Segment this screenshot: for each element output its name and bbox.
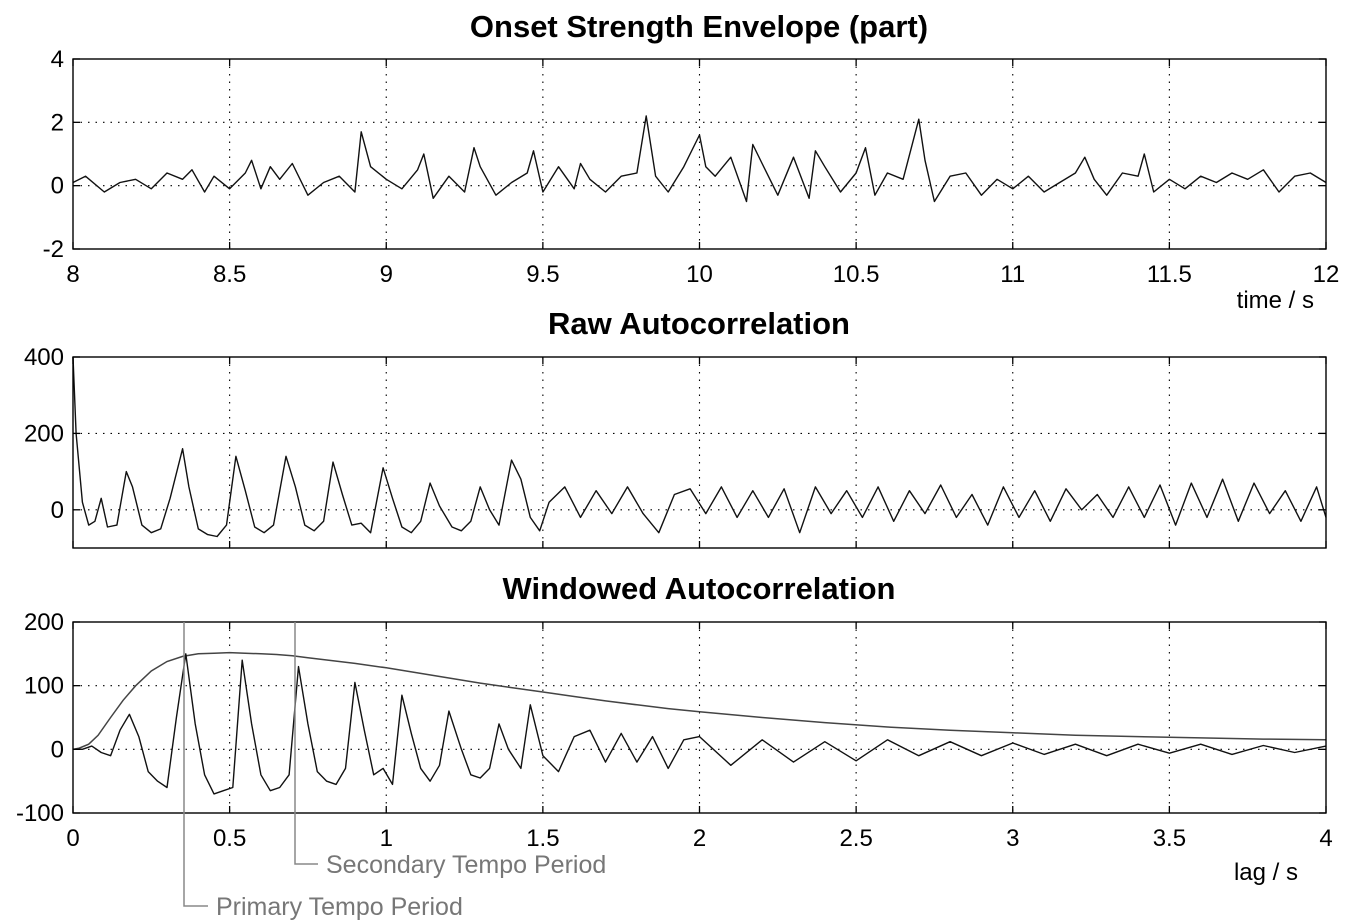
plot2-frame — [72, 356, 1327, 549]
plot1-xtick-label-3: 9.5 — [526, 261, 559, 288]
plot3-xtick-label-3: 1.5 — [526, 825, 559, 852]
plot1-xtick-label-2: 9 — [380, 261, 393, 288]
primary-tempo-annotation: Primary Tempo Period — [216, 893, 463, 921]
plot2-series-line — [72, 356, 1327, 538]
plot3-grid — [73, 622, 1326, 813]
plot-onset-envelope: Onset Strength Envelope (part) -2 0 2 4 8 8.5… — [43, 9, 1340, 314]
plot3-xlabel: lag / s — [1234, 859, 1298, 886]
plot3-xtick-label-0: 0 — [66, 825, 79, 852]
plot2-title: Raw Autocorrelation — [548, 306, 850, 341]
plot1-xtick-label-5: 10.5 — [833, 261, 880, 288]
plot1-ytick-label-1: 0 — [51, 173, 64, 200]
plot2-ytick-label-0: 0 — [51, 497, 64, 524]
plot3-ytick-label-2: 100 — [24, 673, 64, 700]
plot3-xtick-label-2: 1 — [380, 825, 393, 852]
plot3-xtick-label-5: 2.5 — [839, 825, 872, 852]
plot3-title: Windowed Autocorrelation — [503, 571, 896, 606]
plot1-series-line — [72, 115, 1327, 203]
plot1-grid — [73, 59, 1326, 249]
plot1-frame — [72, 58, 1327, 250]
plot1-xtick-label-0: 8 — [66, 261, 79, 288]
plot3-series-line — [73, 653, 1327, 795]
plot2-ytick-label-2: 400 — [24, 344, 64, 371]
plot3-xtick-label-1: 0.5 — [213, 825, 246, 852]
plot1-xtick-label-7: 11.5 — [1147, 261, 1192, 288]
plot3-xtick-label-4: 2 — [693, 825, 706, 852]
plot3-xtick-label-7: 3.5 — [1153, 825, 1186, 852]
plot1-ytick-label-0: -2 — [43, 236, 64, 263]
plot1-title: Onset Strength Envelope (part) — [470, 9, 928, 44]
plot1-xtick-label-8: 12 — [1313, 261, 1340, 288]
plot-raw-autocorrelation: Raw Autocorrelation 0 200 400 — [24, 306, 1327, 549]
primary-tempo-leader — [183, 622, 208, 907]
plot1-ytick-label-2: 2 — [51, 109, 64, 136]
plot3-xtick-label-6: 3 — [1006, 825, 1019, 852]
plot2-ticks: 0 200 400 — [24, 344, 1327, 548]
plot1-ytick-label-3: 4 — [51, 46, 64, 73]
plot3-window-curve — [72, 651, 1327, 751]
plot3-xtick-label-8: 4 — [1319, 825, 1332, 852]
plot3-frame — [72, 621, 1327, 814]
plot1-xtick-label-1: 8.5 — [213, 261, 246, 288]
plot2-ytick-label-1: 200 — [24, 420, 64, 447]
plot3-ytick-label-3: 200 — [24, 609, 64, 636]
plot3-ytick-label-1: 0 — [51, 736, 64, 763]
plot1-xlabel: time / s — [1237, 287, 1314, 314]
plot1-ticks: -2 0 2 4 8 8.5 9 9.5 10 10.5 11 11.5 12 — [43, 46, 1340, 288]
secondary-tempo-annotation: Secondary Tempo Period — [326, 851, 606, 879]
plot2-grid — [73, 357, 1326, 548]
secondary-tempo-leader — [294, 622, 318, 865]
plot1-xtick-label-6: 11 — [1000, 261, 1025, 288]
plot1-xtick-label-4: 10 — [686, 261, 713, 288]
plot3-ytick-label-0: -100 — [16, 800, 64, 827]
